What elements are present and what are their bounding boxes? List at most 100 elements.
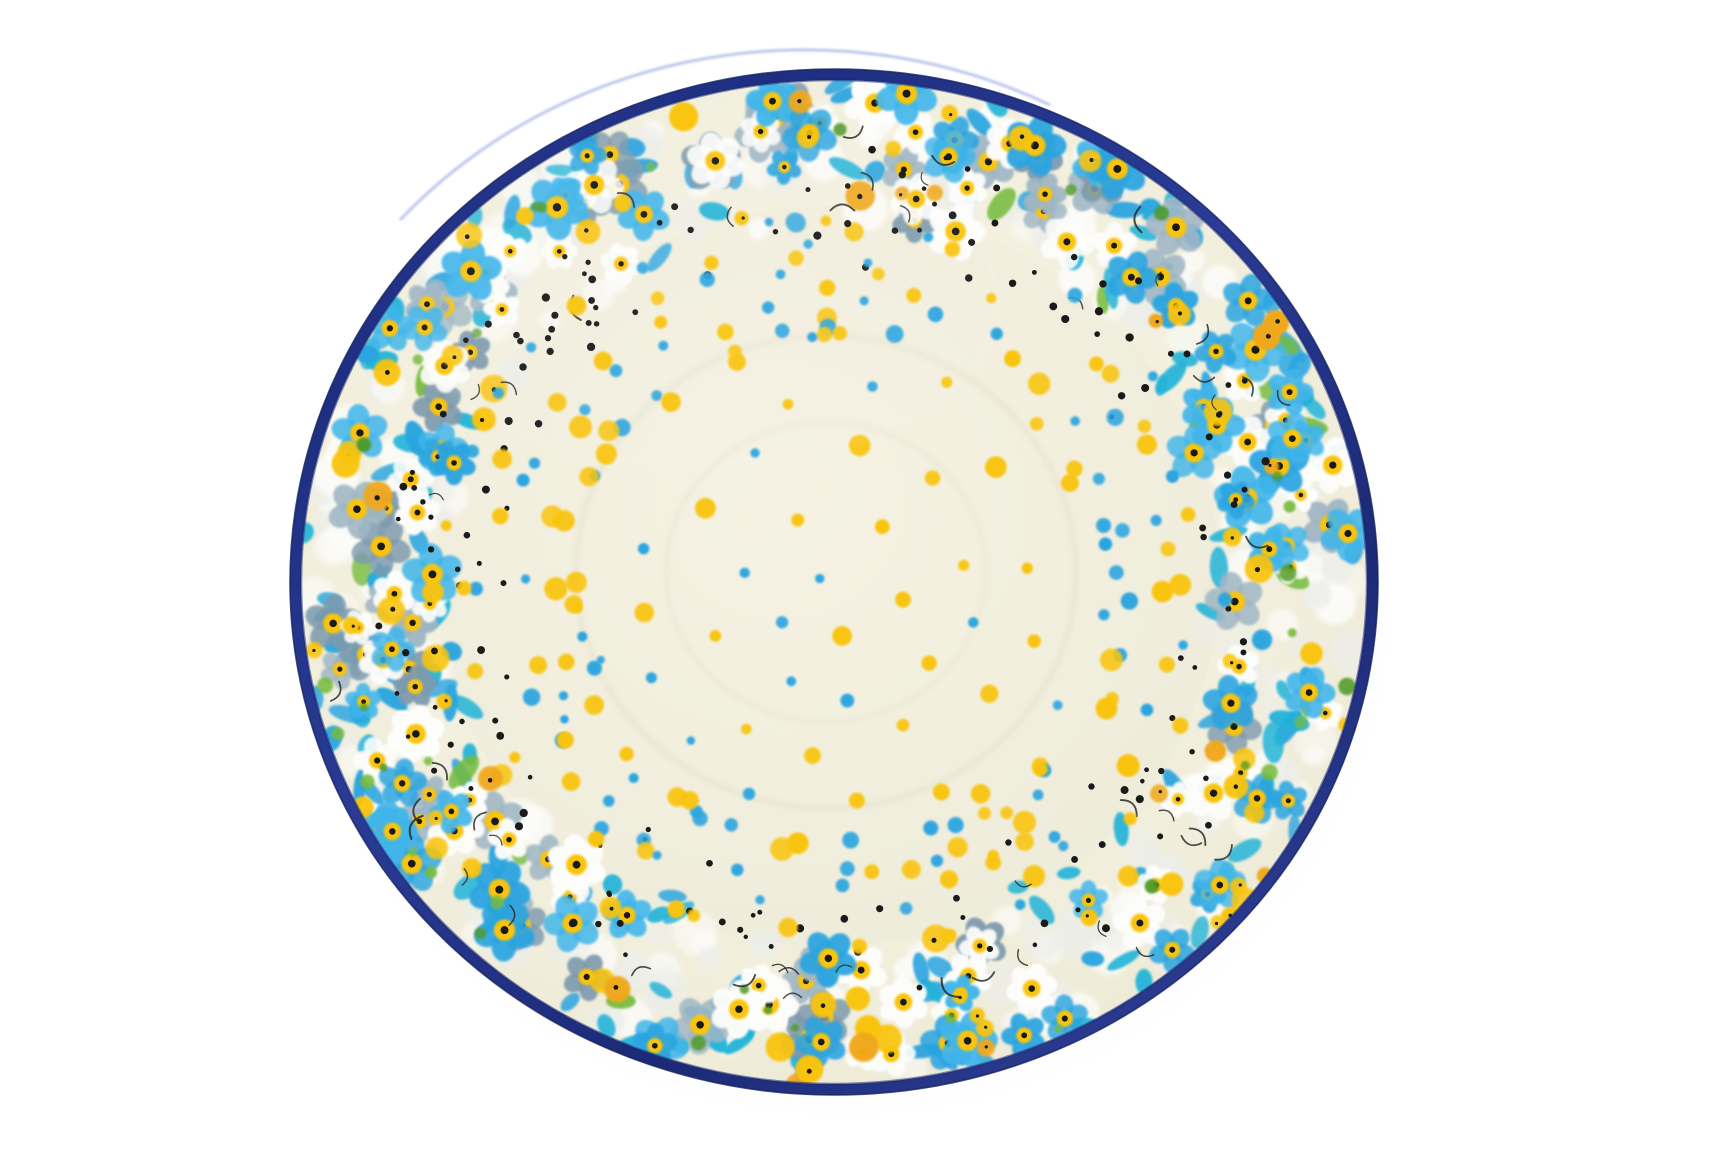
flower-center-dot (902, 89, 911, 98)
yellow-dot (687, 909, 701, 922)
flower-center-dot (651, 1042, 658, 1049)
yellow-bud (845, 986, 870, 1011)
flower-center-dot (1236, 663, 1242, 670)
flower-center-dot (1113, 164, 1122, 173)
flower-center-dot (1209, 789, 1218, 797)
yellow-dot (1136, 434, 1157, 455)
yellow-dot (1015, 832, 1035, 851)
blue-dot (1178, 640, 1188, 650)
blue-dot (577, 631, 588, 642)
accent-black-dot (409, 469, 415, 475)
flower-motif (428, 790, 473, 834)
blue-dot (839, 861, 855, 877)
accent-black-dot (960, 914, 966, 921)
green-accent (945, 1012, 957, 1024)
green-accent (1054, 1024, 1063, 1033)
accent-black-dot (993, 184, 1001, 192)
blue-dot (786, 676, 797, 687)
curved-stem (940, 977, 961, 998)
blue-dot (742, 787, 756, 801)
flower-motif (1267, 412, 1320, 464)
curved-stem (431, 762, 448, 781)
accent-black-dot (1230, 501, 1238, 509)
flower-motif (1202, 674, 1258, 730)
accent-black-dot (394, 690, 400, 696)
flower-center-dot (1253, 794, 1261, 802)
yellow-dot (970, 784, 991, 804)
blue-dot (1048, 830, 1061, 843)
teal-leaf (824, 80, 861, 95)
green-accent (359, 702, 369, 712)
blue-dot (899, 902, 913, 915)
green-accent (1154, 205, 1169, 221)
green-accent (379, 763, 388, 772)
petal-wash (1020, 915, 1064, 959)
flower-motif (328, 481, 387, 539)
accent-black-dot (1275, 319, 1280, 324)
teal-leaf (926, 956, 954, 979)
plate-rim-inner-edge (299, 78, 1369, 1086)
teal-leaf (602, 874, 623, 895)
yellow-dot (1101, 364, 1120, 383)
flower-motif (1040, 216, 1095, 270)
accent-black-dot (1268, 463, 1272, 467)
flower-center-dot (412, 730, 420, 738)
green-accent (1065, 184, 1077, 196)
yellow-dot (1027, 634, 1041, 648)
teal-leaf (1107, 949, 1141, 971)
flower-motif (1194, 331, 1237, 374)
yellow-dot (553, 509, 575, 532)
accent-black-dot (500, 580, 507, 587)
flower-center-dot (1216, 881, 1224, 889)
petal-wash (1302, 744, 1326, 768)
accent-black-dot (795, 924, 805, 933)
flower-center-dot (391, 590, 398, 597)
flower-center-dot (900, 998, 907, 1006)
yellow-dot (1100, 648, 1123, 672)
flower-center-dot (409, 619, 416, 627)
accent-black-dot (431, 767, 438, 774)
yellow-dot (1151, 580, 1174, 603)
blue-dot (1092, 472, 1105, 485)
accent-black-dot (504, 505, 510, 511)
flower-center-dot (388, 646, 395, 653)
flower-center-dot (912, 129, 919, 135)
yellow-dot (1169, 573, 1192, 596)
curved-stem (1192, 374, 1216, 383)
accent-black-dot (527, 774, 533, 780)
yellow-dot (980, 684, 999, 703)
green-accent (1279, 564, 1297, 582)
yellow-bud (331, 449, 360, 478)
green-accent (1261, 764, 1278, 781)
green-accent (424, 866, 438, 879)
flower-motif (368, 807, 419, 858)
flower-center-dot (817, 1038, 825, 1046)
teal-leaf (1056, 866, 1081, 880)
flower-center-dot (412, 683, 418, 690)
flower-center-dot (428, 570, 437, 579)
green-accent (1338, 677, 1356, 696)
flower-center-dot (1233, 497, 1239, 503)
flower-center-dot (1266, 546, 1273, 553)
teal-leaf (1028, 895, 1055, 925)
curved-stem (488, 834, 503, 846)
flower-center-dot (389, 828, 396, 835)
teal-leaf (649, 981, 673, 999)
accent-black-dot (806, 1068, 812, 1074)
green-accent (1294, 716, 1307, 729)
blue-dot (755, 895, 765, 905)
accent-black-dot (468, 786, 474, 791)
accent-black-dot (1088, 783, 1095, 790)
yellow-dot (1123, 812, 1137, 826)
blue-dot (558, 691, 569, 701)
petal-wash (861, 127, 883, 148)
blue-dot (516, 473, 530, 487)
flower-center-dot (1127, 273, 1135, 281)
curved-stem (473, 811, 488, 831)
blue-dot (1096, 517, 1112, 533)
curved-stem (408, 814, 424, 841)
blue-dot (586, 660, 602, 676)
blue-dot (628, 773, 639, 784)
accent-black-dot (514, 822, 524, 831)
green-accent (763, 1005, 773, 1015)
